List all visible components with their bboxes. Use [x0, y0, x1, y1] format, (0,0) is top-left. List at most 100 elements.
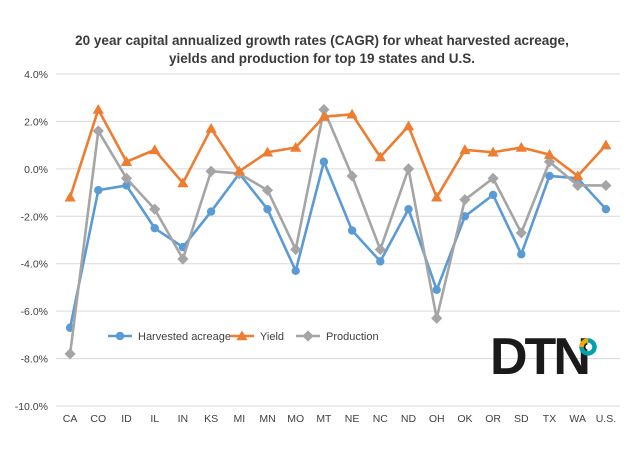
data-point	[64, 191, 76, 202]
x-tick-label: NE	[345, 413, 360, 425]
data-point	[261, 184, 274, 196]
data-point	[600, 139, 612, 150]
data-point	[290, 243, 302, 256]
dtn-logo: DTN	[490, 328, 597, 386]
legend-label: Yield	[260, 331, 284, 343]
x-tick-label: OH	[429, 413, 445, 425]
y-tick-label: -4.0%	[21, 259, 48, 271]
legend-label: Production	[326, 331, 379, 343]
x-tick-label: ND	[401, 413, 417, 425]
gridlines	[56, 73, 620, 407]
data-point	[92, 125, 104, 137]
y-tick-label: 0.0%	[24, 164, 48, 176]
data-point	[572, 179, 584, 192]
data-point	[64, 348, 76, 360]
data-point	[205, 122, 217, 133]
x-tick-label: MO	[287, 413, 304, 425]
y-tick-label: -8.0%	[21, 354, 48, 366]
y-tick-label: 2.0%	[24, 116, 48, 128]
data-point	[460, 212, 470, 221]
data-point	[601, 204, 611, 214]
series-yield	[64, 103, 612, 202]
data-point	[543, 149, 556, 159]
legend-item: Yield	[230, 330, 284, 343]
data-point	[402, 120, 415, 131]
x-tick-label: MN	[259, 413, 275, 425]
data-point	[149, 203, 161, 215]
data-point	[543, 156, 556, 168]
x-tick-label: KS	[204, 413, 218, 425]
dtn-logo-ring-center	[585, 344, 591, 350]
data-point	[177, 253, 189, 265]
data-point	[374, 151, 386, 162]
data-point	[431, 312, 443, 324]
data-point	[94, 186, 103, 195]
x-tick-label: CO	[90, 413, 106, 425]
x-tick-label: TX	[543, 413, 556, 425]
data-point	[318, 111, 330, 121]
chart-title-line-1: 20 year capital annualized growth rates …	[75, 33, 569, 48]
legend-marker	[302, 330, 314, 342]
data-point	[92, 103, 104, 114]
x-tick-label: MT	[316, 413, 332, 425]
x-tick-label: OR	[485, 413, 501, 425]
data-point	[459, 194, 471, 206]
data-point	[600, 179, 612, 192]
y-tick-label: -2.0%	[21, 211, 48, 223]
data-point	[290, 141, 302, 152]
data-point	[374, 243, 386, 256]
x-tick-label: IN	[178, 413, 189, 425]
data-point	[319, 157, 329, 166]
x-axis-tick-labels: CA CO ID IL IN KS MI MN MO MT NE NC ND OH OK OR SD TX WA U.…	[63, 413, 616, 425]
data-point	[376, 257, 385, 266]
series-line	[68, 108, 606, 354]
data-point	[404, 204, 413, 214]
legend-item: Harvested acreage	[108, 331, 231, 343]
data-point	[205, 165, 217, 177]
x-tick-label: NC	[373, 413, 389, 425]
data-point	[291, 266, 300, 276]
y-tick-label: -10.0%	[15, 401, 48, 413]
data-point	[120, 172, 133, 184]
data-point	[177, 177, 189, 188]
x-tick-label: WA	[569, 413, 586, 425]
legend-label: Harvested acreage	[138, 331, 231, 343]
data-point	[206, 207, 216, 216]
x-tick-label: MI	[233, 413, 245, 425]
chart-title-line-2: yields and production for top 19 states …	[169, 51, 475, 66]
legend: Harvested acreage Yield Production	[108, 330, 379, 343]
data-point	[515, 141, 527, 152]
x-tick-label: IL	[150, 413, 159, 425]
data-point	[545, 171, 554, 181]
x-tick-label: ID	[121, 413, 132, 425]
data-point	[318, 103, 330, 116]
legend-item: Production	[296, 330, 379, 343]
x-tick-label: CA	[63, 413, 78, 425]
data-point	[572, 170, 584, 181]
data-point	[432, 285, 441, 294]
y-axis-tick-labels: 4.0% 2.0% 0.0% -2.0% -4.0% -6.0% -8.0% -10.0%	[15, 69, 48, 413]
data-point	[517, 250, 526, 259]
data-point	[347, 226, 357, 235]
data-point	[233, 165, 245, 176]
data-point	[122, 181, 131, 190]
data-point	[402, 163, 415, 175]
data-point	[515, 227, 527, 239]
legend-marker	[115, 331, 125, 341]
data-point	[261, 146, 274, 157]
data-point	[346, 108, 358, 119]
series-harvested-acreage	[65, 157, 611, 332]
data-point	[487, 146, 499, 157]
x-tick-label: OK	[457, 413, 472, 425]
dtn-logo-text: DTN	[490, 328, 588, 386]
data-point	[488, 190, 498, 200]
series-line	[68, 108, 607, 199]
y-tick-label: -6.0%	[21, 306, 48, 318]
data-point	[431, 191, 443, 202]
data-point	[149, 144, 161, 155]
data-point	[120, 156, 133, 166]
legend-marker	[236, 330, 248, 341]
series-line	[68, 160, 607, 329]
